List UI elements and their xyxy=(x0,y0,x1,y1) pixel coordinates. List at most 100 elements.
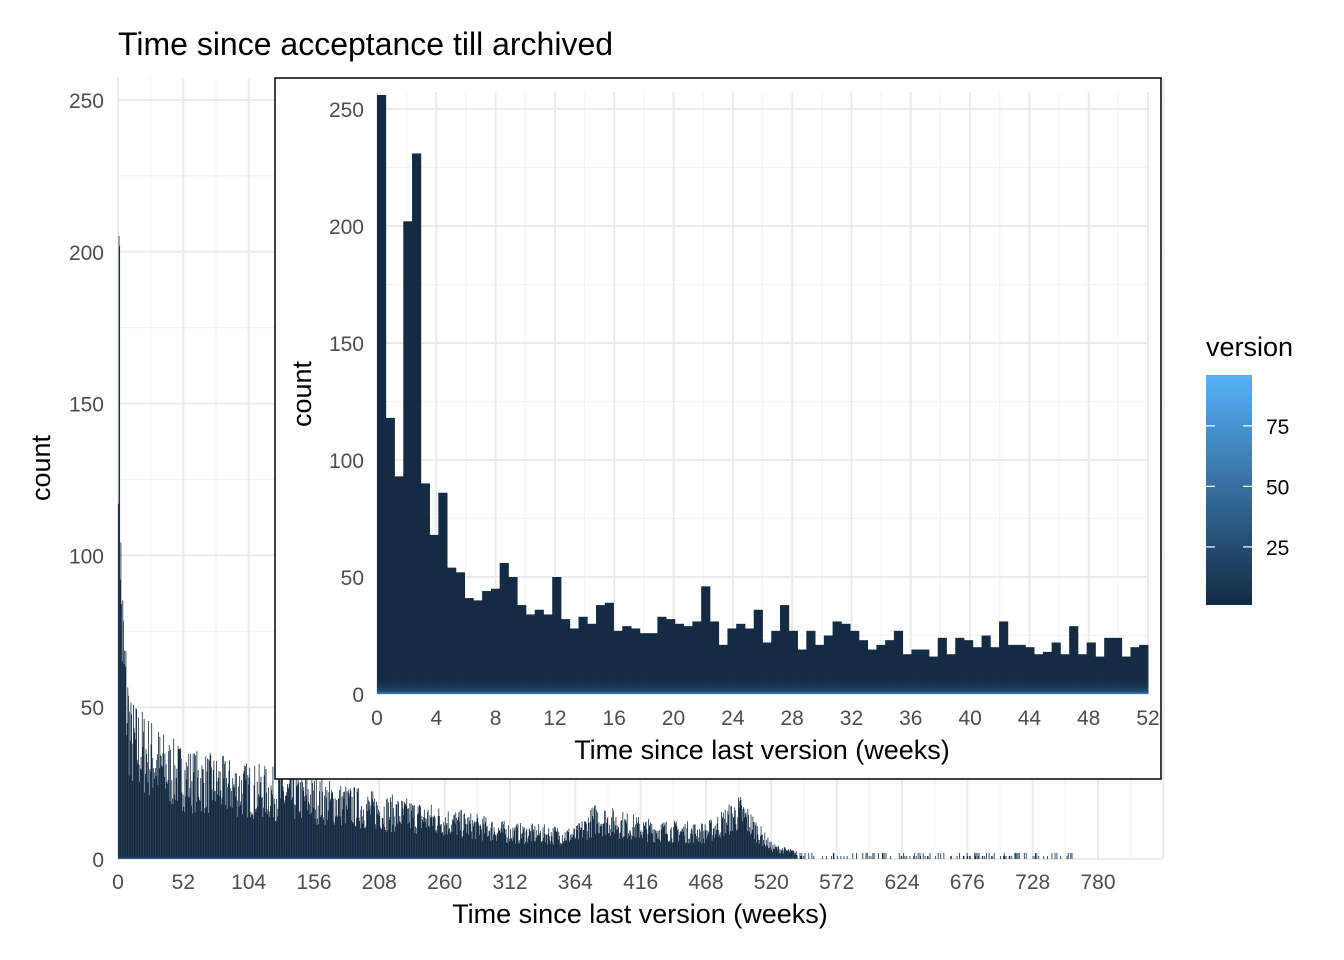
inset-bar xyxy=(657,616,667,694)
main-bar xyxy=(389,816,391,859)
main-bar xyxy=(1023,852,1025,859)
main-bar xyxy=(203,782,205,859)
main-x-tick-label: 676 xyxy=(950,871,985,894)
inset-bar xyxy=(490,588,501,694)
main-bar xyxy=(459,810,461,859)
main-bar xyxy=(705,830,707,859)
main-bar xyxy=(1070,852,1072,859)
main-bar xyxy=(240,804,242,859)
main-bar xyxy=(123,664,125,859)
main-bar xyxy=(263,775,265,859)
main-bar xyxy=(473,823,475,859)
main-bar xyxy=(969,855,971,859)
main-bar xyxy=(170,803,172,859)
main-bar xyxy=(358,817,360,859)
main-bar xyxy=(330,789,332,859)
main-bar xyxy=(142,746,144,859)
main-y-tick-label: 50 xyxy=(81,697,104,720)
main-bar xyxy=(340,786,342,859)
main-bar xyxy=(392,824,394,859)
main-bar xyxy=(640,830,642,859)
inset-x-tick-label: 12 xyxy=(543,707,566,730)
main-bar xyxy=(651,823,653,859)
main-bar xyxy=(1036,852,1038,859)
main-x-tick-label: 780 xyxy=(1080,871,1115,894)
main-bar xyxy=(209,752,211,859)
main-bar xyxy=(514,827,516,859)
main-bar xyxy=(334,824,335,859)
main-bar xyxy=(531,824,533,859)
main-bar xyxy=(384,829,386,859)
main-bar xyxy=(331,793,333,859)
main-bar xyxy=(261,796,263,859)
main-bar xyxy=(285,795,287,859)
main-bar xyxy=(369,814,371,859)
main-bar xyxy=(207,813,209,859)
main-bar xyxy=(283,803,285,859)
main-bar xyxy=(294,818,296,859)
main-bar xyxy=(1034,855,1036,859)
main-bar xyxy=(327,810,329,859)
main-bar xyxy=(803,855,805,859)
main-bar xyxy=(315,779,317,859)
main-bar xyxy=(673,827,675,859)
main-bar xyxy=(239,775,241,859)
main-bar xyxy=(197,777,198,859)
main-bar xyxy=(188,797,190,859)
main-bar xyxy=(469,823,471,859)
main-bar xyxy=(694,824,695,859)
main-bar xyxy=(731,806,732,859)
main-bar xyxy=(235,796,237,859)
main-bar xyxy=(1038,855,1040,859)
main-bar xyxy=(241,793,243,859)
main-bar xyxy=(446,823,448,859)
main-bar xyxy=(452,819,454,859)
main-bar xyxy=(709,823,711,859)
main-bar xyxy=(305,795,307,859)
main-bar xyxy=(229,788,231,859)
main-bar xyxy=(236,773,237,859)
inset-x-tick-label: 44 xyxy=(1018,707,1042,730)
main-bar xyxy=(906,855,908,859)
main-bar xyxy=(222,755,224,859)
main-bar xyxy=(813,855,815,859)
main-bar xyxy=(616,829,617,859)
main-bar xyxy=(194,812,196,859)
main-bar xyxy=(246,763,247,859)
main-bar xyxy=(266,792,268,859)
main-bar xyxy=(167,779,169,859)
inset-bar xyxy=(893,630,904,694)
main-bar xyxy=(251,813,253,859)
main-bar xyxy=(799,852,801,859)
main-bar xyxy=(469,820,470,859)
main-bar xyxy=(316,824,318,859)
main-bar xyxy=(187,766,188,859)
main-bar xyxy=(969,855,971,859)
main-bar xyxy=(173,738,175,859)
main-bar xyxy=(697,829,699,859)
main-bar xyxy=(344,791,345,859)
main-bar xyxy=(248,784,249,859)
inset-bar xyxy=(482,591,492,694)
main-bar xyxy=(323,820,325,859)
main-bar xyxy=(326,790,328,859)
main-bar xyxy=(882,852,884,859)
inset-bar xyxy=(455,572,466,694)
main-bar xyxy=(310,794,312,859)
main-bar xyxy=(421,815,423,859)
main-bar xyxy=(420,806,421,859)
main-bar xyxy=(178,749,180,859)
main-bar xyxy=(653,829,655,859)
main-bar xyxy=(284,800,286,859)
main-bar xyxy=(1008,855,1010,859)
main-bar xyxy=(510,829,511,859)
main-bar xyxy=(662,822,664,859)
main-bar xyxy=(700,823,702,859)
main-bar xyxy=(684,823,686,859)
main-bar xyxy=(270,785,272,859)
main-bar xyxy=(966,852,968,859)
main-bar xyxy=(900,855,902,859)
main-bar xyxy=(727,811,729,859)
main-bar xyxy=(244,765,246,859)
main-bar xyxy=(615,817,617,859)
